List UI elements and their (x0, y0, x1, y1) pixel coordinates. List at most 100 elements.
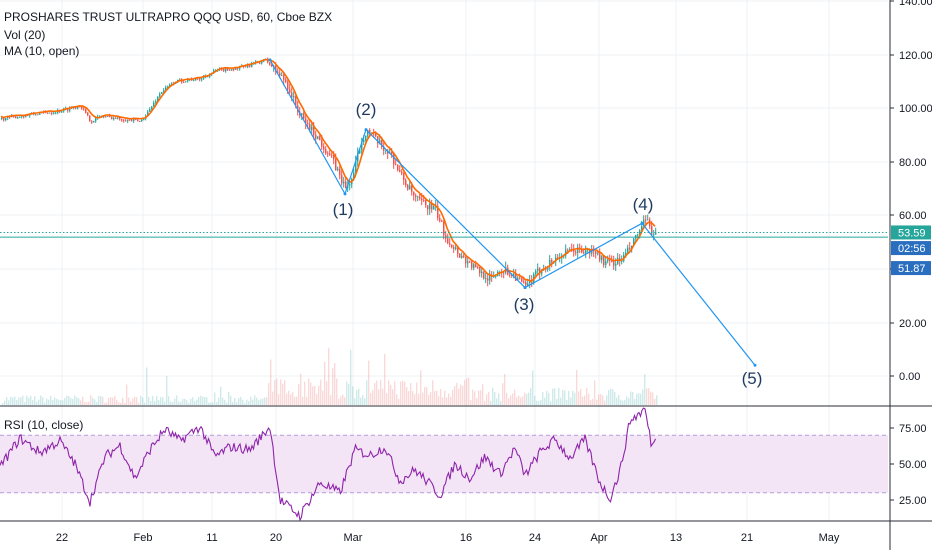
candle-body (15, 116, 17, 119)
candle-body (19, 116, 21, 118)
volume-bar (182, 398, 184, 405)
volume-bar (410, 382, 412, 405)
candle-body (143, 118, 145, 120)
candle-body (495, 275, 497, 277)
candle-body (17, 117, 19, 119)
volume-bar (636, 393, 638, 405)
volume-bar (124, 402, 126, 405)
volume-bar (104, 402, 106, 405)
time-axis-label: Apr (590, 532, 607, 544)
volume-bar (228, 391, 230, 405)
volume-bar (438, 396, 440, 405)
volume-bar (562, 389, 564, 405)
candle-body (615, 264, 617, 266)
volume-bar (376, 380, 378, 405)
candle-body (423, 200, 425, 201)
volume-bar (460, 384, 462, 405)
volume-bar (602, 395, 604, 405)
candle-body (355, 161, 357, 173)
candle-body (195, 77, 197, 81)
volume-bar (464, 379, 466, 405)
volume-bar (552, 388, 554, 405)
volume-bar (638, 393, 640, 405)
candle-body (353, 172, 355, 180)
volume-bar (92, 397, 94, 405)
candle-body (323, 146, 325, 150)
candle-body (275, 65, 277, 72)
volume-bar (256, 397, 258, 405)
volume-bar (72, 398, 74, 405)
volume-bar (248, 401, 250, 405)
volume-bar (278, 394, 280, 405)
volume-bar (2, 402, 4, 405)
candle-body (125, 120, 127, 122)
candle-body (417, 196, 419, 198)
candle-body (617, 258, 619, 265)
volume-bar (540, 399, 542, 405)
volume-bar (210, 402, 212, 405)
candle-body (645, 219, 647, 221)
candle-body (95, 118, 97, 121)
candle-body (131, 119, 133, 121)
volume-bar (48, 399, 50, 405)
candle-body (653, 234, 655, 236)
volume-bar (170, 401, 172, 405)
candle-body (21, 116, 23, 118)
volume-bar (444, 390, 446, 405)
volume-bar (584, 395, 586, 405)
candle-body (159, 93, 161, 97)
candle-body (67, 108, 69, 111)
price-axis-label: 140.00 (899, 0, 932, 8)
volume-bar (598, 394, 600, 405)
candle-body (367, 129, 369, 136)
candle-body (119, 117, 121, 120)
volume-bar (498, 393, 500, 405)
volume-bar (312, 386, 314, 405)
volume-bar (360, 397, 362, 405)
volume-bar (200, 395, 202, 405)
candle-body (621, 260, 623, 262)
candle-body (539, 268, 541, 274)
candle-body (171, 83, 173, 85)
wave-point (268, 58, 272, 62)
volume-bar (42, 397, 44, 405)
candle-body (383, 146, 385, 151)
price-axis-label: 20.00 (899, 318, 927, 330)
candle-body (325, 149, 327, 154)
candle-body (269, 62, 271, 65)
candle-body (113, 118, 115, 120)
volume-bar (330, 395, 332, 405)
volume-bar (364, 398, 366, 405)
candle-body (429, 203, 431, 210)
volume-bar (630, 391, 632, 405)
candle-body (329, 153, 331, 155)
time-axis-label: 21 (741, 532, 753, 544)
vol-indicator-label: Vol (20) (4, 28, 46, 42)
volume-bar (264, 397, 266, 405)
candle-body (359, 150, 361, 154)
wave-point (523, 286, 527, 290)
volume-bar (614, 391, 616, 405)
volume-bar (60, 400, 62, 405)
volume-bar (462, 385, 464, 405)
candle-body (45, 112, 47, 114)
candle-body (7, 116, 9, 118)
volume-bar (414, 394, 416, 405)
candle-body (293, 96, 295, 98)
volume-bar (236, 402, 238, 405)
candle-body (111, 116, 113, 120)
volume-bar (344, 397, 346, 405)
candle-body (25, 115, 27, 118)
volume-bar (196, 399, 198, 405)
volume-bar (654, 398, 656, 405)
volume-bar (240, 396, 242, 405)
volume-bar (406, 387, 408, 405)
ma-indicator-label: MA (10, open) (4, 44, 80, 58)
candle-body (385, 150, 387, 152)
volume-bar (98, 395, 100, 405)
volume-bar (378, 389, 380, 405)
candle-body (609, 259, 611, 261)
candle-body (225, 68, 227, 72)
volume-bar (610, 388, 612, 405)
